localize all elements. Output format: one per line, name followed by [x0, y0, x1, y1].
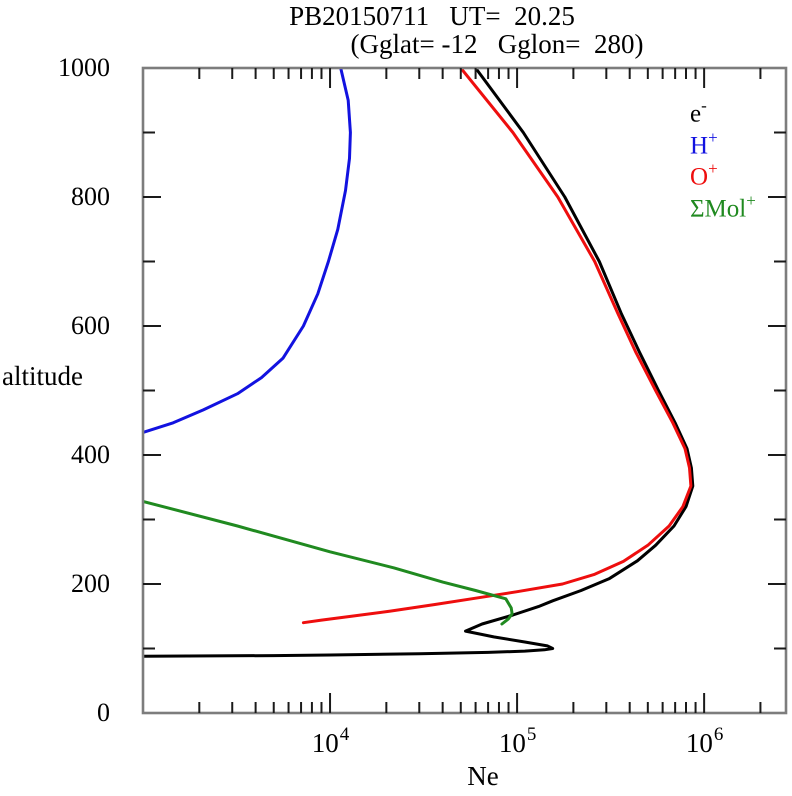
chart-title: PB20150711 UT= 20.25 [289, 1, 575, 31]
y-tick-label: 600 [71, 311, 110, 340]
series-H-curve [143, 68, 352, 434]
y-tick-label: 200 [71, 569, 110, 598]
series-e-curve [143, 68, 695, 658]
x-tick-label: 105 [498, 724, 537, 758]
x-axis-label: Ne [467, 761, 499, 791]
y-axis-label: altitude [2, 361, 83, 391]
x-tick-label: 104 [311, 724, 350, 758]
x-tick-label: 106 [685, 724, 724, 758]
y-tick-label: 1000 [58, 53, 110, 82]
chart-subtitle: (Gglat= -12 Gglon= 280) [350, 29, 644, 59]
series-SMol-curve [143, 499, 514, 626]
y-tick-label: 0 [97, 698, 110, 727]
legend-item-Mol: ΣMol+ [690, 190, 756, 222]
y-tick-label: 800 [71, 182, 110, 211]
series-O-curve [301, 68, 693, 625]
y-tick-label: 400 [71, 440, 110, 469]
legend-item-H: H+ [690, 127, 718, 159]
legend-item-O: O+ [690, 159, 718, 191]
legend-item-e: e- [690, 96, 707, 128]
